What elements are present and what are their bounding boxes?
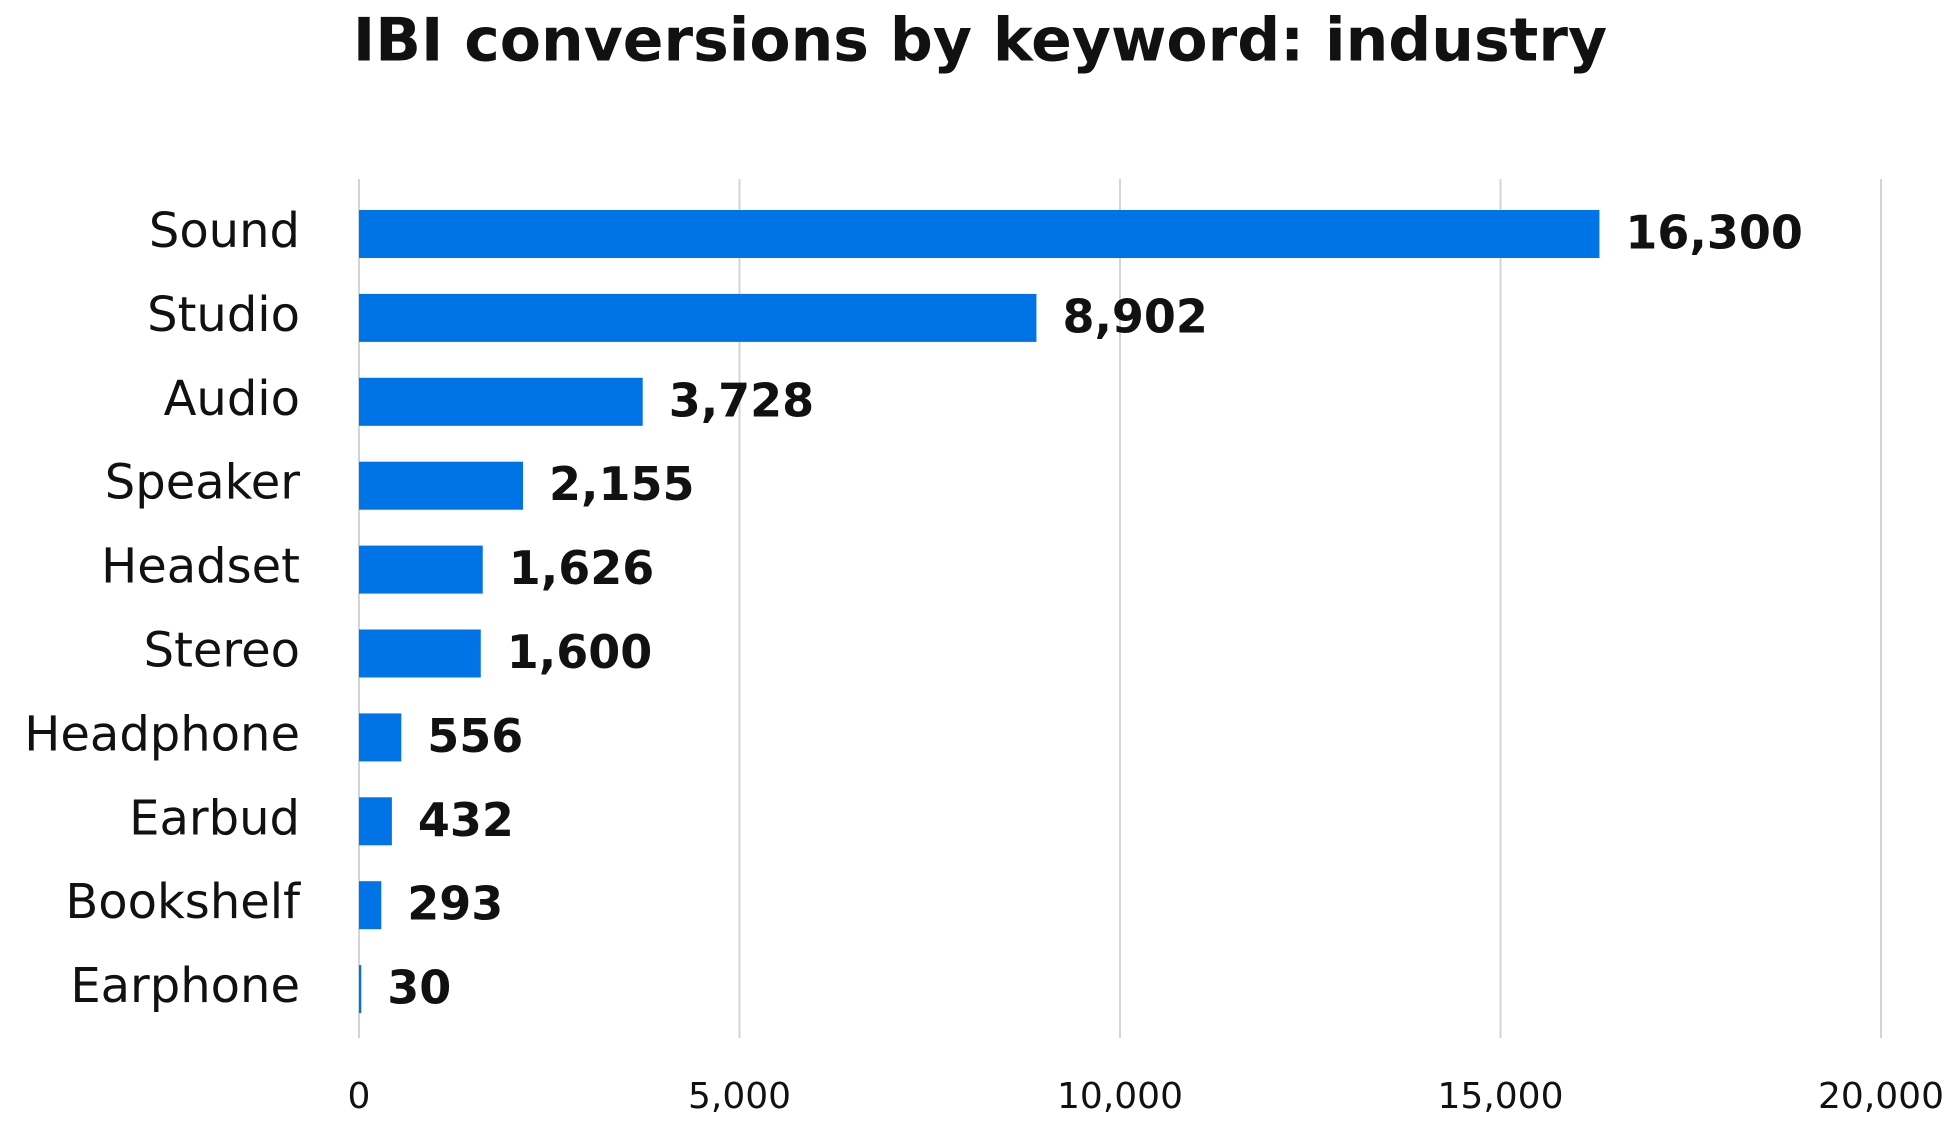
value-label: 16,300 — [1625, 206, 1803, 260]
bar — [359, 461, 523, 510]
bar — [359, 797, 392, 846]
y-tick-label: Headset — [101, 539, 300, 595]
bar — [359, 965, 362, 1014]
y-tick-label: Audio — [164, 371, 300, 427]
y-tick-label: Earbud — [129, 790, 300, 846]
value-label: 556 — [427, 709, 523, 763]
chart-title: IBI conversions by keyword: industry — [353, 6, 1607, 76]
bar — [359, 881, 382, 930]
x-tick-label: 5,000 — [688, 1076, 791, 1117]
y-tick-label: Bookshelf — [65, 874, 301, 930]
y-tick-label: Headphone — [24, 706, 300, 762]
value-label: 432 — [418, 793, 514, 847]
value-label: 1,600 — [507, 625, 653, 679]
value-label: 30 — [387, 961, 451, 1015]
y-tick-label: Speaker — [105, 455, 301, 511]
bar — [359, 210, 1600, 258]
bar — [359, 629, 481, 678]
value-label: 2,155 — [549, 457, 695, 511]
y-tick-label: Stereo — [144, 623, 300, 679]
value-label: 3,728 — [669, 373, 815, 427]
bar — [359, 293, 1037, 342]
y-tick-label: Earphone — [70, 958, 300, 1014]
value-label: 293 — [407, 877, 503, 931]
x-tick-label: 20,000 — [1818, 1076, 1944, 1117]
value-label: 8,902 — [1062, 289, 1208, 343]
x-tick-label: 15,000 — [1438, 1076, 1564, 1117]
x-tick-label: 0 — [348, 1076, 371, 1117]
value-label: 1,626 — [509, 541, 655, 595]
y-tick-label: Studio — [147, 287, 300, 343]
bar — [359, 545, 483, 594]
y-tick-label: Sound — [149, 203, 300, 259]
bar — [359, 377, 643, 426]
bar — [359, 713, 402, 762]
x-tick-label: 10,000 — [1057, 1076, 1183, 1117]
